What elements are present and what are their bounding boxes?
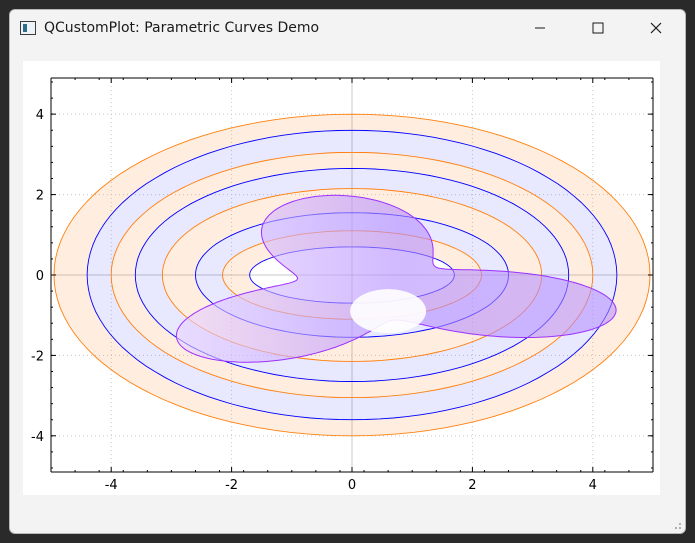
y-tick-label: -4 bbox=[31, 430, 44, 445]
curve-2 bbox=[110, 151, 594, 399]
resize-grip-icon[interactable] bbox=[672, 520, 682, 530]
trefoil-hole bbox=[350, 289, 427, 334]
y-tick-label: -2 bbox=[31, 349, 44, 364]
curve-5 bbox=[195, 212, 509, 338]
parametric-chart[interactable]: -4 -2 0 2 4 4 2 0 -2 -4 bbox=[23, 61, 660, 495]
x-tick-label: -4 bbox=[105, 478, 118, 493]
x-tick-label: 2 bbox=[468, 478, 476, 493]
y-tick-label: 2 bbox=[36, 189, 44, 204]
maximize-icon bbox=[592, 22, 604, 34]
maximize-button[interactable] bbox=[569, 10, 627, 46]
y-tick-label: 4 bbox=[36, 108, 44, 123]
close-button[interactable] bbox=[627, 10, 685, 46]
x-tick-label: 0 bbox=[348, 478, 356, 493]
app-window-icon bbox=[20, 21, 36, 35]
y-tick-label: 0 bbox=[36, 269, 44, 284]
curves-group bbox=[53, 113, 651, 437]
window-title: QCustomPlot: Parametric Curves Demo bbox=[44, 20, 320, 36]
app-window: QCustomPlot: Parametric Curves Demo -4 -2… bbox=[9, 9, 686, 534]
curve-3 bbox=[134, 168, 570, 382]
curve-4 bbox=[161, 188, 543, 362]
x-tick-label: 4 bbox=[589, 478, 597, 493]
close-icon bbox=[650, 22, 662, 34]
curve-1 bbox=[86, 129, 618, 421]
minimize-button[interactable] bbox=[511, 10, 569, 46]
plot-area[interactable]: -4 -2 0 2 4 4 2 0 -2 -4 bbox=[23, 61, 660, 495]
trefoil-curve bbox=[175, 194, 617, 363]
x-tick-label: -2 bbox=[225, 478, 238, 493]
minimize-icon bbox=[535, 27, 545, 29]
title-bar: QCustomPlot: Parametric Curves Demo bbox=[10, 10, 685, 48]
